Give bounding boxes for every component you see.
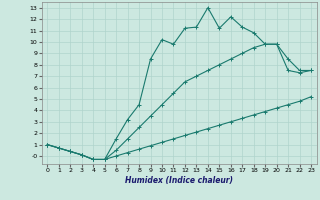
X-axis label: Humidex (Indice chaleur): Humidex (Indice chaleur)	[125, 176, 233, 185]
